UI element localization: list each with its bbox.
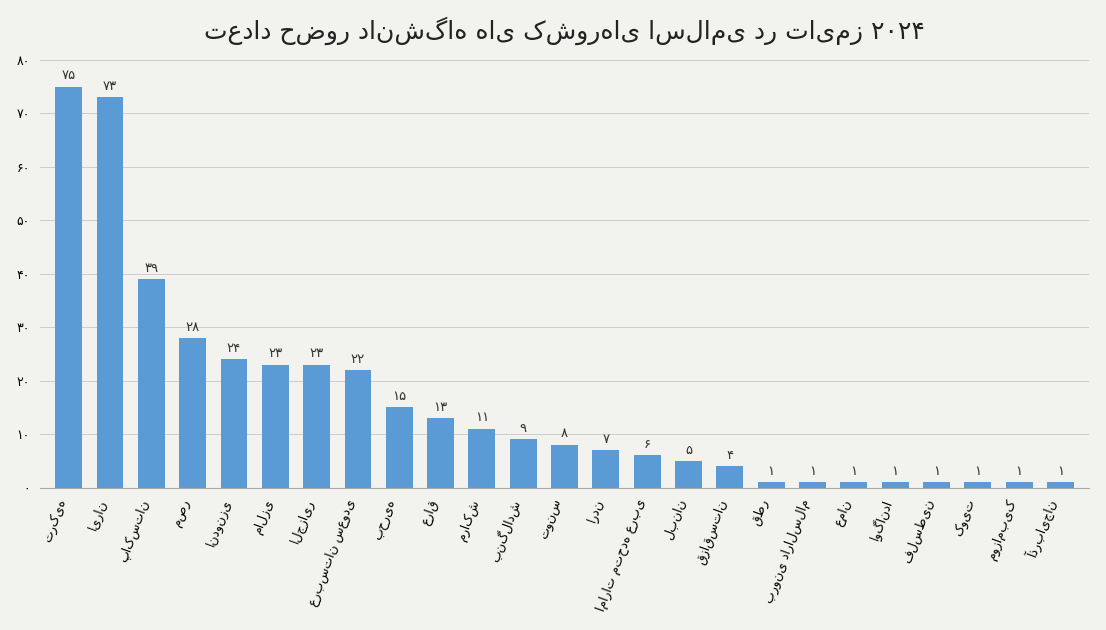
Bar <box>138 279 165 488</box>
Text: ۶: ۶ <box>644 438 650 451</box>
Bar <box>717 466 743 488</box>
Text: ۵: ۵ <box>685 444 692 457</box>
Bar <box>510 439 536 488</box>
Text: ۱: ۱ <box>808 465 816 478</box>
Bar <box>179 338 206 488</box>
Text: ۴: ۴ <box>727 449 733 462</box>
Text: ۲۲: ۲۲ <box>351 353 365 365</box>
Text: ۱۱: ۱۱ <box>474 411 489 425</box>
Bar <box>427 418 455 488</box>
Bar <box>386 408 413 488</box>
Text: ۹: ۹ <box>520 422 526 435</box>
Text: ۳۹: ۳۹ <box>144 261 158 275</box>
Bar <box>634 455 660 488</box>
Bar <box>55 86 82 488</box>
Bar <box>551 445 578 488</box>
Bar <box>799 482 826 488</box>
Title: تعداد حضور دانشگاه های کشورهای اسلامی در تایمز ۲۰۲۴: تعداد حضور دانشگاه های کشورهای اسلامی در… <box>205 16 925 45</box>
Text: ۱: ۱ <box>932 465 940 478</box>
Bar <box>675 461 702 488</box>
Text: ۱: ۱ <box>1015 465 1023 478</box>
Text: ۲۸: ۲۸ <box>186 321 200 333</box>
Text: ۱: ۱ <box>851 465 857 478</box>
Text: ۱: ۱ <box>974 465 981 478</box>
Bar <box>881 482 908 488</box>
Bar <box>1047 482 1074 488</box>
Bar <box>262 365 289 488</box>
Bar <box>924 482 950 488</box>
Text: ۷۵: ۷۵ <box>62 69 75 83</box>
Text: ۲۴: ۲۴ <box>227 342 241 355</box>
Text: ۱: ۱ <box>891 465 899 478</box>
Text: ۲۳: ۲۳ <box>310 347 324 360</box>
Text: ۱۵: ۱۵ <box>393 390 406 403</box>
Bar <box>469 428 495 488</box>
Bar <box>593 450 619 488</box>
Text: ۱۳: ۱۳ <box>434 401 448 414</box>
Bar <box>96 97 124 488</box>
Text: ۲۳: ۲۳ <box>269 347 282 360</box>
Text: ۱: ۱ <box>1057 465 1064 478</box>
Bar <box>964 482 991 488</box>
Text: ۸: ۸ <box>561 428 568 440</box>
Bar <box>841 482 867 488</box>
Bar <box>1005 482 1033 488</box>
Text: ۱: ۱ <box>768 465 774 478</box>
Text: ۷۳: ۷۳ <box>103 80 117 93</box>
Bar <box>303 365 330 488</box>
Text: ۷: ۷ <box>603 433 609 446</box>
Bar <box>220 359 248 488</box>
Bar <box>758 482 784 488</box>
Bar <box>344 370 372 488</box>
